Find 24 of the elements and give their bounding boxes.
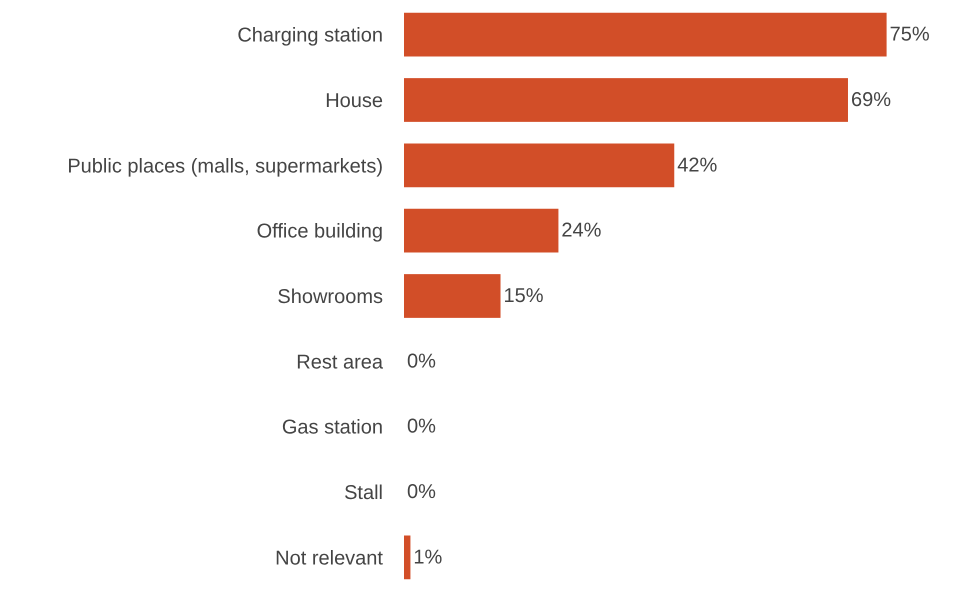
- data-label: 0%: [407, 416, 436, 438]
- bar: [404, 274, 501, 318]
- y-tick-label: Public places (malls, supermarkets): [67, 155, 383, 178]
- data-label: 69%: [850, 89, 892, 111]
- y-tick-label: House: [325, 90, 383, 112]
- y-tick-label: Not relevant: [275, 547, 384, 570]
- y-tick-label: Office building: [256, 220, 383, 243]
- data-label: 42%: [677, 154, 718, 176]
- data-label: 24%: [561, 220, 602, 242]
- y-tick-label: Rest area: [296, 351, 384, 374]
- data-label: 15%: [504, 285, 544, 307]
- y-tick-label: Gas station: [282, 416, 383, 439]
- bar: [404, 208, 558, 253]
- data-label: 0%: [407, 350, 436, 372]
- bar: [404, 535, 410, 580]
- y-tick-label: Charging station: [237, 24, 383, 47]
- data-label: 1%: [413, 546, 443, 568]
- data-label: 0%: [407, 481, 436, 503]
- bar: [404, 78, 848, 122]
- data-label: 75%: [890, 24, 930, 46]
- y-tick-label: Showrooms: [277, 286, 383, 308]
- bar: [404, 12, 887, 57]
- y-tick-label: Stall: [344, 482, 383, 504]
- bar: [404, 143, 674, 188]
